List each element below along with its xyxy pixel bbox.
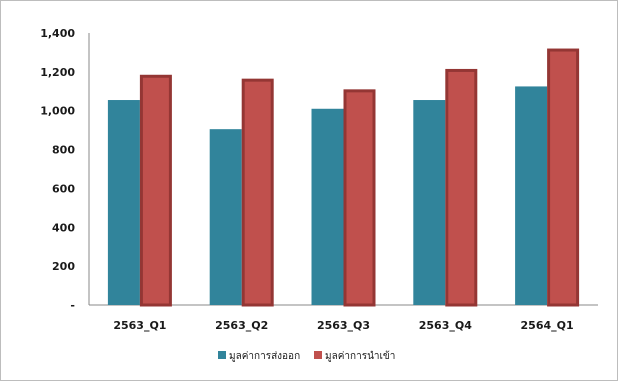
x-tick-label: 2563_Q2 [215, 319, 268, 332]
x-axis: 2563_Q1 2563_Q2 2563_Q3 2563_Q4 2564_Q1 [89, 304, 598, 332]
bar-import [139, 74, 172, 307]
x-tick-label: 2563_Q3 [317, 319, 370, 332]
y-tick-label: 600 [52, 182, 75, 195]
x-tick-label: 2563_Q1 [113, 319, 166, 332]
y-tick-label: 400 [52, 221, 75, 234]
y-axis: - 200 400 600 800 1,000 1,200 1,400 [40, 27, 90, 312]
bar-import [445, 68, 478, 307]
legend-label: มูลค่าการส่งออก [229, 351, 300, 362]
y-tick-label: - [70, 299, 75, 312]
y-tick-label: 200 [52, 260, 75, 273]
y-tick-label: 800 [52, 144, 75, 157]
legend-label: มูลค่าการนำเข้า [325, 350, 395, 362]
legend-swatch [218, 351, 226, 359]
y-tick-label: 1,000 [40, 105, 75, 118]
bar-export [311, 108, 344, 306]
bar-export [515, 86, 548, 305]
y-tick-label: 1,200 [40, 66, 75, 79]
bars [107, 48, 580, 307]
bar-export [209, 129, 242, 305]
legend: มูลค่าการส่งออก มูลค่าการนำเข้า [218, 350, 395, 362]
bar-export [107, 100, 140, 306]
x-tick-label: 2564_Q1 [521, 319, 574, 332]
bar-import [241, 78, 274, 307]
bar-export [413, 100, 446, 306]
legend-swatch [314, 351, 322, 359]
y-tick-label: 1,400 [40, 27, 75, 40]
bar-import [547, 48, 580, 307]
bar-import [343, 89, 376, 307]
x-tick-label: 2563_Q4 [419, 319, 472, 332]
